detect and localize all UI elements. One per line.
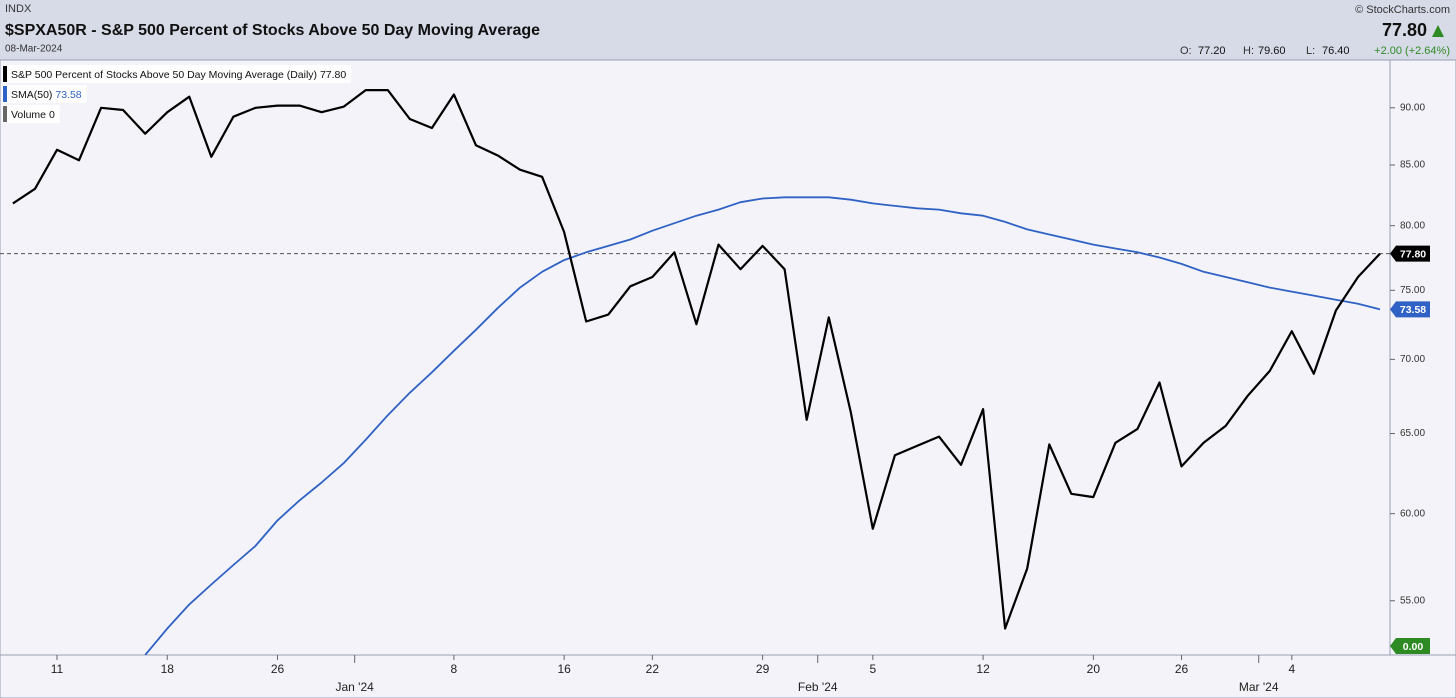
x-tick-label: 5 xyxy=(870,662,877,676)
volume-end-label: 0.00 xyxy=(1403,641,1424,653)
x-tick-label: 29 xyxy=(756,662,770,676)
x-tick-label: 8 xyxy=(451,662,458,676)
volume-box xyxy=(1390,638,1430,654)
legend-name: S&P 500 Percent of Stocks Above 50 Day M… xyxy=(11,69,317,81)
y-tick-label: 70.00 xyxy=(1400,354,1425,365)
x-tick-label: 12 xyxy=(976,662,990,676)
series-line xyxy=(144,196,1381,655)
legend-name: SMA(50) xyxy=(11,89,52,101)
x-tick-label: 26 xyxy=(1175,662,1189,676)
up-arrow xyxy=(1432,25,1444,37)
month-label: Feb '24 xyxy=(798,680,838,694)
x-tick-label: 22 xyxy=(646,662,660,676)
legend-name: Volume xyxy=(11,109,46,121)
y-tick-label: 65.00 xyxy=(1400,428,1425,439)
y-tick-label: 55.00 xyxy=(1400,595,1425,606)
copyright: © StockCharts.com xyxy=(1355,4,1450,16)
month-label: Jan '24 xyxy=(336,680,375,694)
end-box xyxy=(1390,245,1430,262)
x-tick-label: 26 xyxy=(271,662,285,676)
end-label: 77.80 xyxy=(1400,248,1426,260)
y-tick-label: 90.00 xyxy=(1400,102,1425,113)
month-label: Mar '24 xyxy=(1239,680,1279,694)
series-line xyxy=(12,89,1381,630)
legend-swatch xyxy=(3,66,7,82)
exchange: INDX xyxy=(5,3,32,15)
plot-bg xyxy=(0,59,1391,656)
legend-value: 73.58 xyxy=(55,89,81,101)
end-box xyxy=(1390,301,1430,318)
y-tick-label: 85.00 xyxy=(1400,160,1425,171)
high: 79.60 xyxy=(1258,45,1286,57)
x-tick-label: 4 xyxy=(1288,662,1295,676)
x-axis-bg xyxy=(0,654,1456,698)
legend-entry: SMA(50) 73.58 xyxy=(11,89,82,101)
legend-value: 0 xyxy=(49,109,55,121)
plot-lines xyxy=(0,89,1390,655)
legend-value: 77.80 xyxy=(320,69,346,81)
open-label: O: xyxy=(1180,45,1192,57)
x-tick-label: 18 xyxy=(161,662,175,676)
legend-bg xyxy=(2,85,87,103)
end-label: 73.58 xyxy=(1400,304,1426,316)
legend-swatch xyxy=(3,86,7,102)
date: 08-Mar-2024 xyxy=(5,44,63,55)
x-tick-label: 20 xyxy=(1087,662,1101,676)
change: +2.00 (+2.64%) xyxy=(1374,45,1450,57)
title: $SPXA50R - S&P 500 Percent of Stocks Abo… xyxy=(5,22,540,39)
x-tick-label: 11 xyxy=(51,662,64,676)
last-price: 77.80 xyxy=(1382,20,1427,40)
low-label: L: xyxy=(1306,45,1315,57)
legend-entry: Volume 0 xyxy=(11,109,55,121)
header-bg xyxy=(0,0,1456,60)
x-tick-label: 16 xyxy=(557,662,571,676)
y-tick-label: 75.00 xyxy=(1400,285,1425,296)
y-tick-label: 80.00 xyxy=(1400,220,1425,231)
low: 76.40 xyxy=(1322,45,1350,57)
legend-bg xyxy=(2,65,352,83)
legend-swatch xyxy=(3,106,7,122)
high-label: H: xyxy=(1243,45,1254,57)
legend-bg xyxy=(2,105,60,123)
legend-entry: S&P 500 Percent of Stocks Above 50 Day M… xyxy=(11,69,346,81)
axis-bg xyxy=(1389,59,1456,656)
y-tick-label: 60.00 xyxy=(1400,508,1425,519)
open: 77.20 xyxy=(1198,45,1226,57)
